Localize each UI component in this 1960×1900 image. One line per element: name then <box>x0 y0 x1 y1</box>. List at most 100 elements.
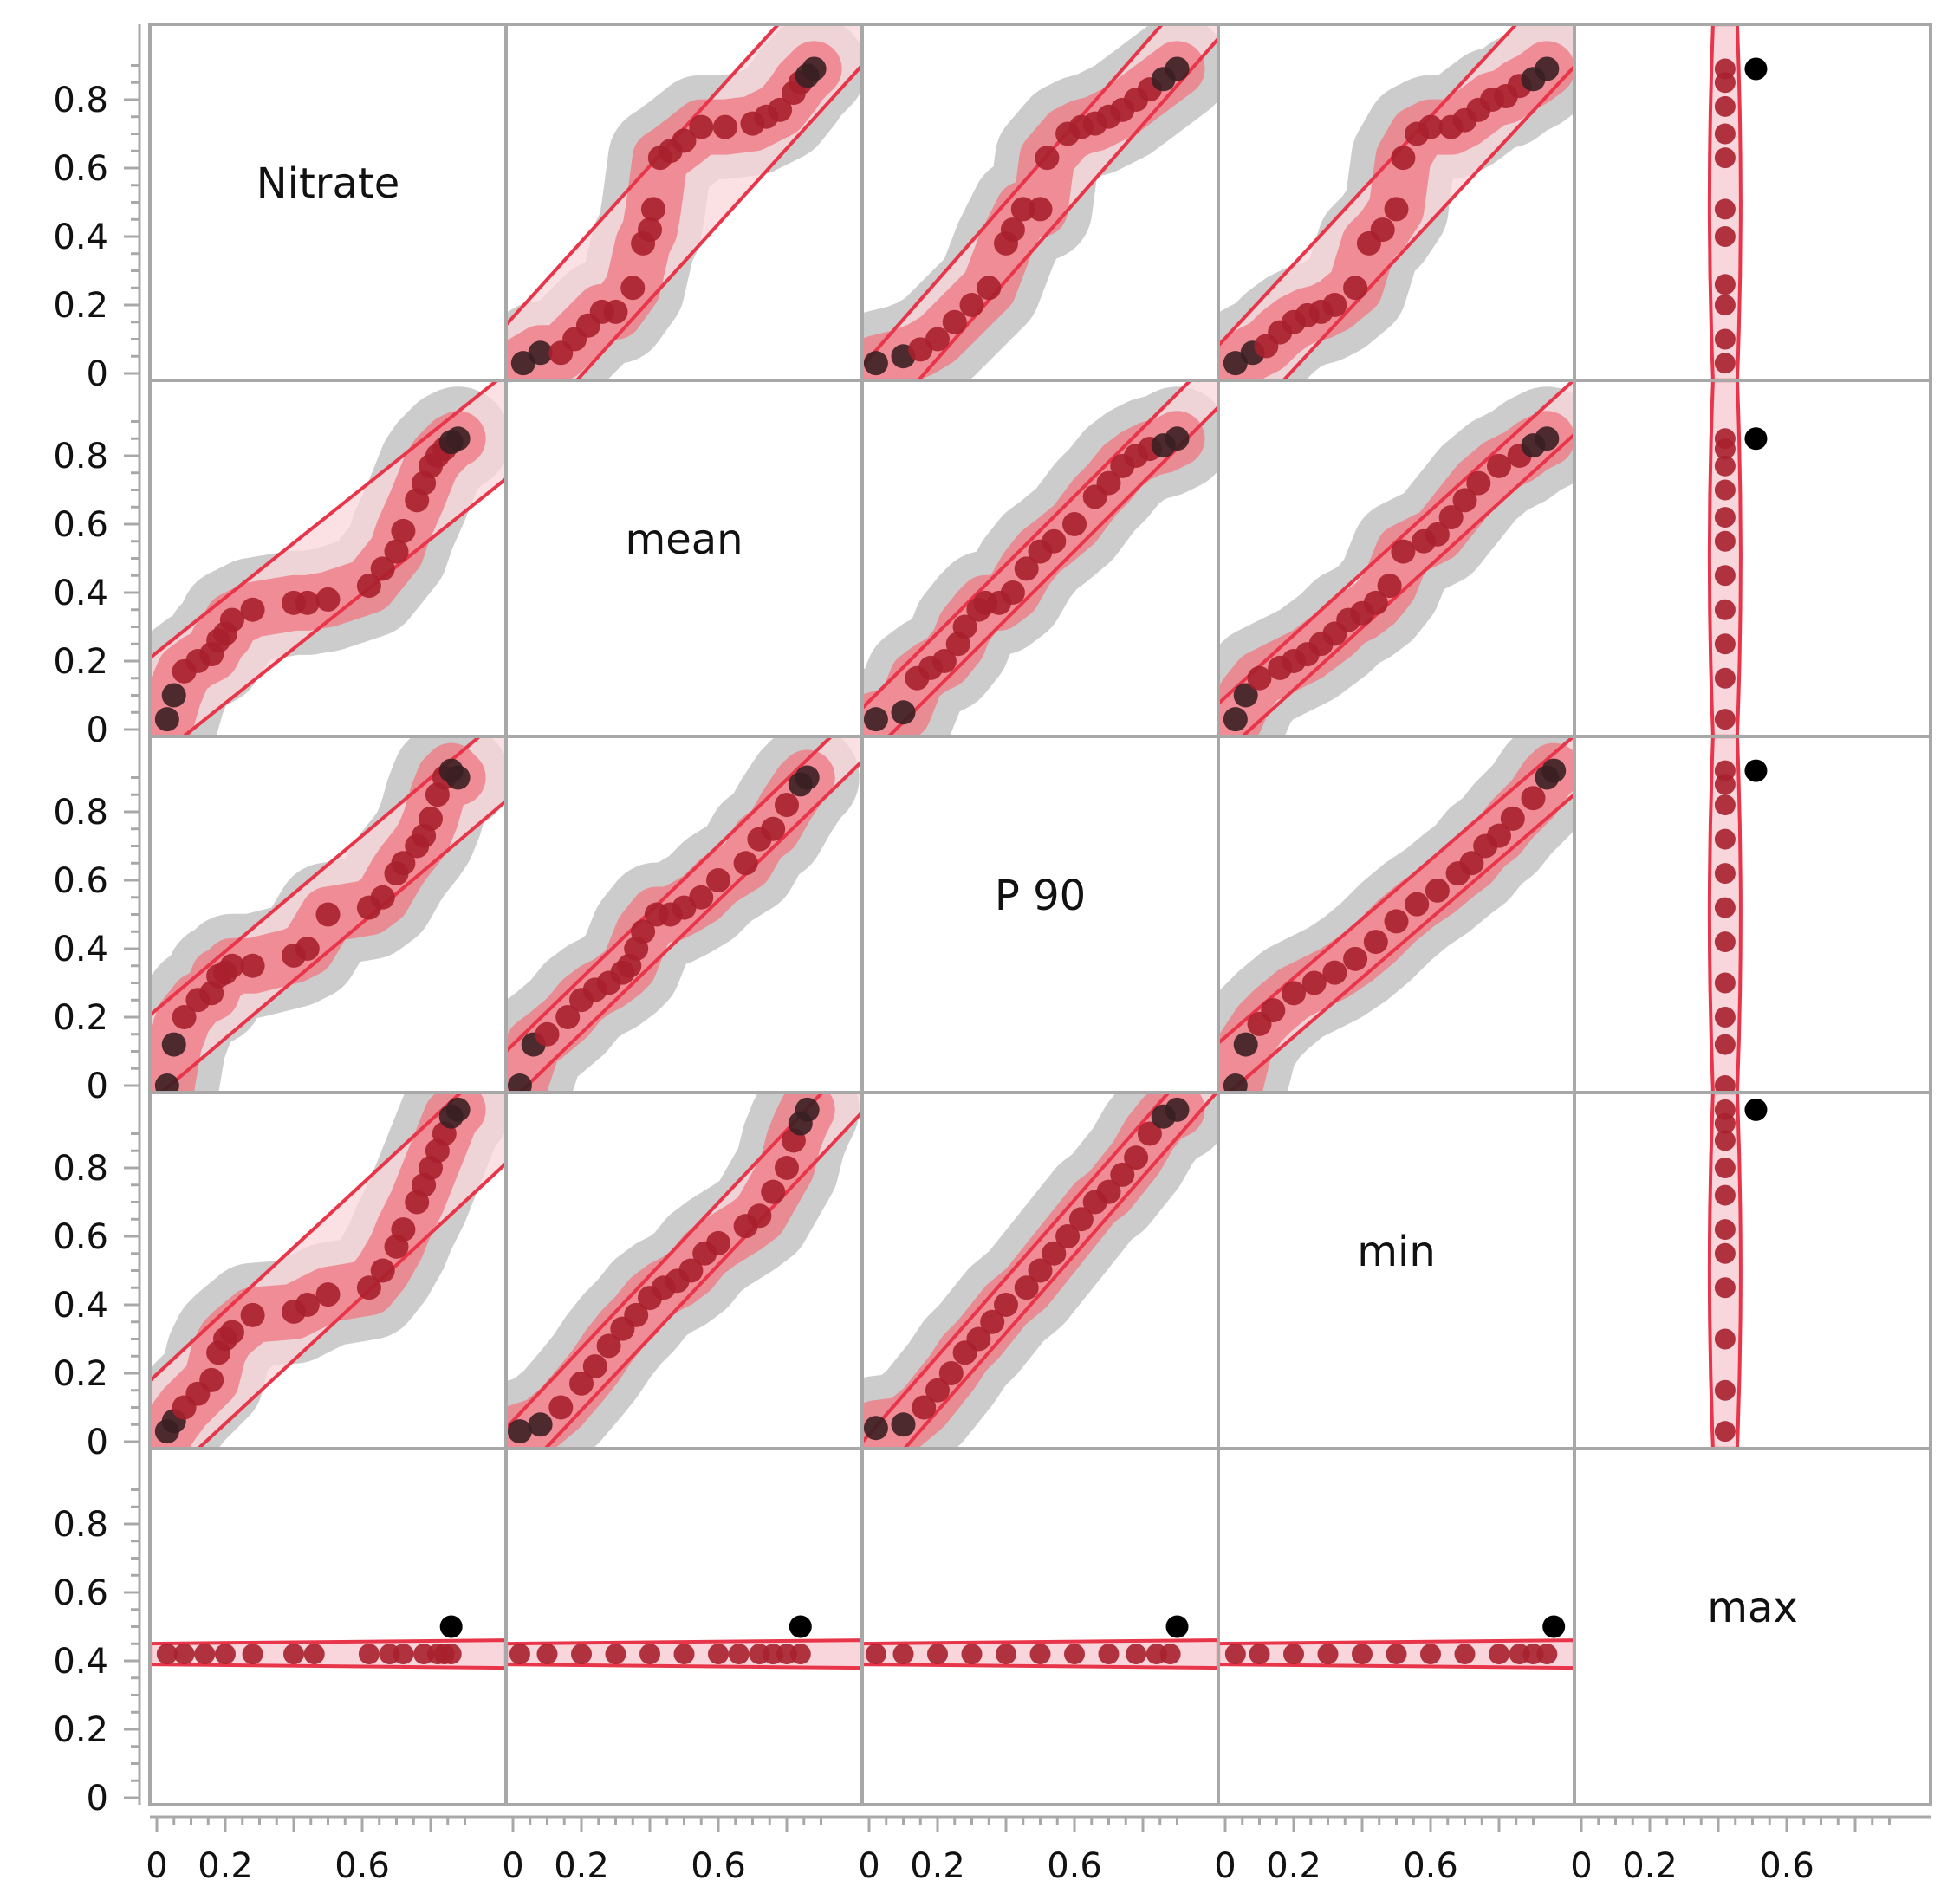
cell-0-3 <box>1217 23 1576 382</box>
data-point <box>536 1644 558 1665</box>
data-point <box>863 351 888 376</box>
data-point <box>640 197 665 222</box>
data-point <box>1714 760 1736 781</box>
data-point <box>1223 1073 1248 1093</box>
data-point <box>393 1644 414 1665</box>
data-point <box>1233 1032 1258 1057</box>
data-point <box>1714 328 1736 350</box>
data-point <box>1714 295 1736 315</box>
data-point <box>194 1644 216 1665</box>
data-point <box>761 816 786 841</box>
data-point <box>1420 1644 1441 1665</box>
y-tick-label: 0.8 <box>53 1149 108 1189</box>
cell-3-4 <box>1573 1091 1932 1450</box>
data-point <box>1405 892 1430 917</box>
data-point <box>912 1395 937 1420</box>
data-point <box>1714 1421 1736 1443</box>
y-tick-label: 0 <box>87 1423 108 1462</box>
ellipse-edge-lower <box>195 1161 506 1449</box>
data-point <box>775 1156 799 1180</box>
cell-4-1 <box>504 1447 864 1806</box>
data-point <box>1438 505 1464 530</box>
data-point <box>219 1320 244 1345</box>
cell-1-2 <box>860 379 1220 738</box>
data-point <box>1343 946 1368 971</box>
ellipse-edge-lower <box>1226 792 1574 1093</box>
data-point <box>1010 197 1035 222</box>
data-point <box>708 1644 729 1665</box>
x-tick-label: 0.6 <box>1047 1846 1102 1886</box>
cell-frame <box>1573 1447 1932 1806</box>
x-tick-label: 0.2 <box>554 1846 609 1886</box>
data-point <box>315 1282 341 1307</box>
y-tick-label: 0.6 <box>53 1573 108 1613</box>
data-point <box>761 1179 786 1204</box>
cell-1-1: mean <box>504 379 864 738</box>
data-point <box>1714 1099 1736 1120</box>
data-point <box>1714 147 1736 169</box>
data-point <box>295 1293 320 1317</box>
cell-4-2 <box>860 1447 1220 1806</box>
data-point <box>1384 197 1409 222</box>
data-point <box>154 707 179 732</box>
data-point <box>1487 453 1511 478</box>
data-point <box>789 1644 811 1665</box>
data-point <box>1165 1097 1190 1122</box>
y-tick-label: 0 <box>87 354 108 394</box>
data-point <box>977 276 1002 301</box>
variable-label-nitrate: Nitrate <box>256 159 400 208</box>
data-point <box>959 293 984 317</box>
ellipse-edge-lower <box>180 477 506 736</box>
ellipse-edge-lower <box>1281 63 1574 380</box>
data-point <box>1363 590 1388 615</box>
ellipse-edge-upper <box>150 380 500 660</box>
data-point <box>1223 707 1248 732</box>
variable-label-p-90: P 90 <box>995 872 1086 920</box>
y-tick-label: 0.6 <box>53 505 108 545</box>
y-tick-label: 0.8 <box>53 81 108 120</box>
data-point <box>1261 998 1286 1023</box>
data-point <box>1714 428 1736 450</box>
cell-frame <box>1573 1091 1932 1450</box>
data-point <box>733 851 758 876</box>
ellipse-edge-upper <box>862 1093 1171 1445</box>
data-point <box>1714 58 1736 80</box>
data-point <box>1714 565 1736 587</box>
x-tick-label: 0.2 <box>198 1846 253 1886</box>
data-point <box>1500 806 1525 831</box>
data-point <box>555 1005 581 1029</box>
data-point <box>445 765 471 790</box>
x-tick-label: 0.2 <box>1266 1846 1321 1886</box>
data-point <box>961 1644 983 1665</box>
data-point <box>528 340 553 366</box>
y-tick-label: 0 <box>87 710 108 750</box>
data-point <box>994 1293 1018 1317</box>
data-point <box>802 56 827 81</box>
cell-4-4: max <box>1573 1447 1932 1806</box>
cell-1-4 <box>1573 379 1932 738</box>
data-point <box>1714 95 1736 117</box>
data-point <box>1062 512 1087 536</box>
data-point <box>440 1644 462 1665</box>
ellipse-edge-lower <box>1239 431 1574 736</box>
data-point <box>706 1230 730 1255</box>
data-point <box>1714 479 1736 501</box>
data-point <box>509 1644 530 1665</box>
data-point <box>1124 1145 1149 1170</box>
data-point <box>1014 1275 1039 1300</box>
data-point <box>161 683 186 708</box>
data-point <box>569 1371 594 1396</box>
data-point <box>445 426 471 451</box>
data-point <box>1317 1644 1339 1665</box>
ellipse-edge-lower <box>574 62 862 380</box>
data-point <box>1714 599 1736 620</box>
data-point <box>689 885 714 910</box>
data-point-outlier <box>439 1615 463 1638</box>
y-tick-label: 0.8 <box>53 437 108 477</box>
cell-2-2: P 90 <box>860 735 1220 1094</box>
y-tick-label: 0.4 <box>53 574 108 613</box>
data-point <box>980 1309 1005 1334</box>
data-point <box>996 1644 1016 1665</box>
data-point <box>1363 930 1388 955</box>
